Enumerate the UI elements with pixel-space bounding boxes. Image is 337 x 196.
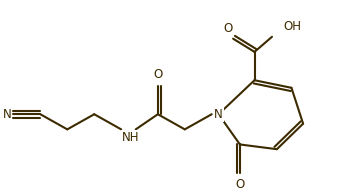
Text: O: O [153,68,162,81]
Text: OH: OH [284,20,302,33]
Text: N: N [3,108,12,121]
Text: O: O [235,179,245,191]
Text: O: O [224,22,233,35]
Text: NH: NH [122,131,140,144]
Text: N: N [214,108,223,121]
